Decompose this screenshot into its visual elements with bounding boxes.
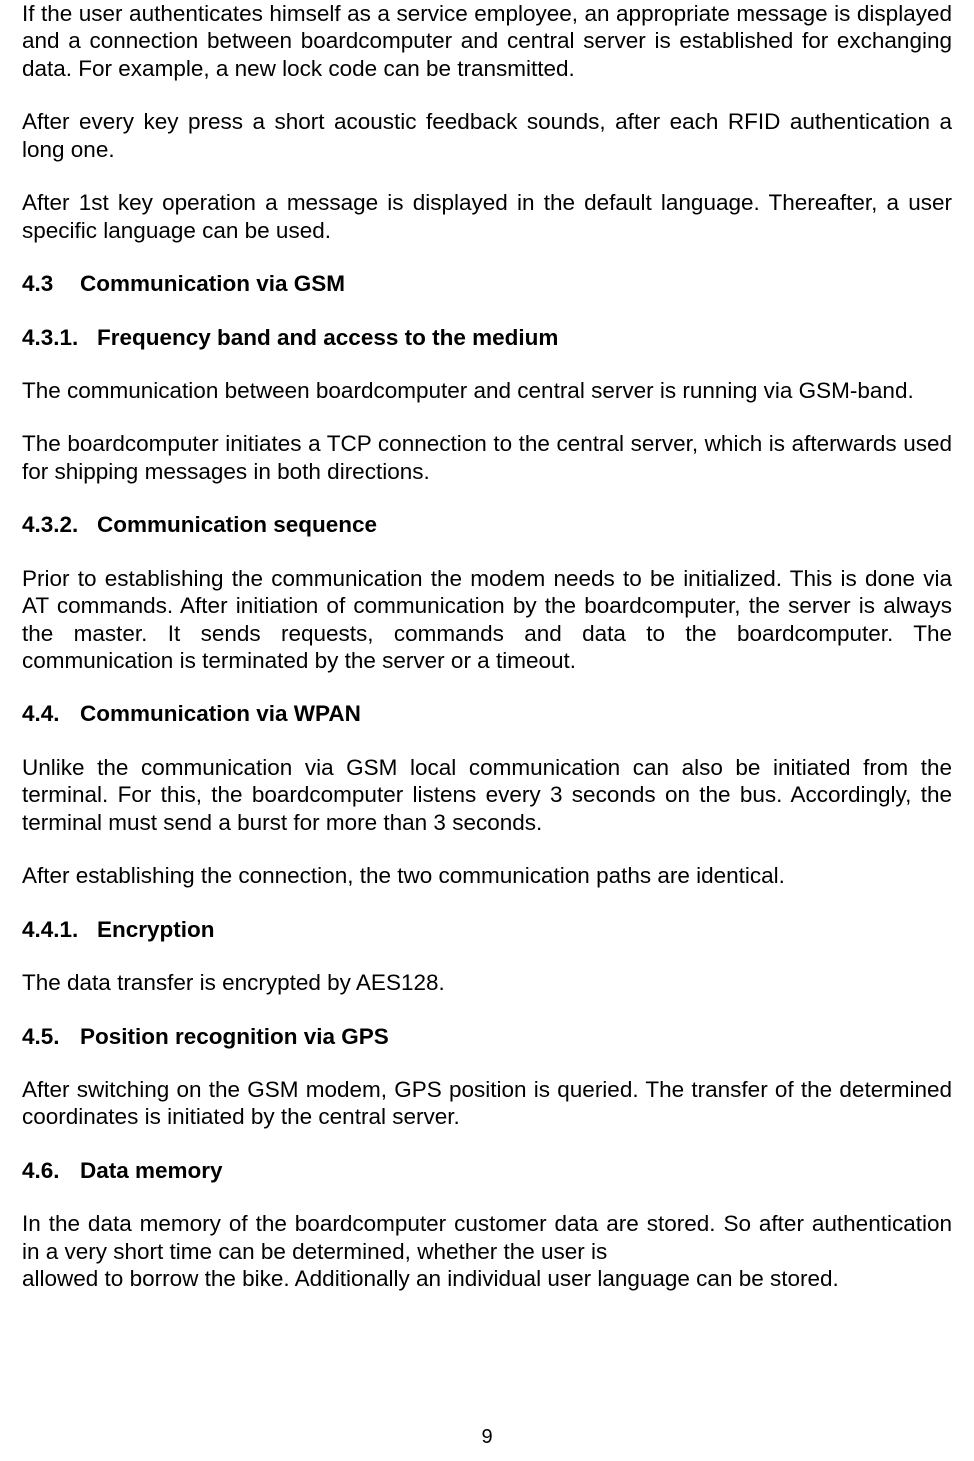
heading-number: 4.4.: [22, 700, 80, 727]
heading-text: Data memory: [80, 1158, 223, 1183]
body-paragraph: After 1st key operation a message is dis…: [22, 189, 952, 244]
heading-text: Communication via WPAN: [80, 701, 361, 726]
heading-number: 4.4.1.: [22, 916, 97, 943]
heading-4-6: 4.6.Data memory: [22, 1157, 952, 1184]
heading-text: Communication sequence: [97, 512, 377, 537]
text-line: allowed to borrow the bike. Additionally…: [22, 1266, 839, 1291]
heading-4-3-2: 4.3.2.Communication sequence: [22, 511, 952, 538]
body-paragraph: In the data memory of the boardcomputer …: [22, 1210, 952, 1292]
document-page: If the user authenticates himself as a s…: [0, 0, 974, 1461]
body-paragraph: The data transfer is encrypted by AES128…: [22, 969, 952, 996]
heading-text: Position recognition via GPS: [80, 1024, 389, 1049]
page-number: 9: [0, 1425, 974, 1449]
heading-text: Encryption: [97, 917, 215, 942]
heading-4-4: 4.4.Communication via WPAN: [22, 700, 952, 727]
body-paragraph: After establishing the connection, the t…: [22, 862, 952, 889]
text-line: In the data memory of the boardcomputer …: [22, 1211, 952, 1236]
body-paragraph: The boardcomputer initiates a TCP connec…: [22, 430, 952, 485]
body-paragraph: After switching on the GSM modem, GPS po…: [22, 1076, 952, 1131]
heading-number: 4.5.: [22, 1023, 80, 1050]
heading-4-3-1: 4.3.1.Frequency band and access to the m…: [22, 324, 952, 351]
heading-number: 4.3.2.: [22, 511, 97, 538]
body-paragraph: After every key press a short acoustic f…: [22, 108, 952, 163]
heading-number: 4.6.: [22, 1157, 80, 1184]
body-paragraph: If the user authenticates himself as a s…: [22, 0, 952, 82]
heading-4-3: 4.3Communication via GSM: [22, 270, 952, 297]
body-paragraph: Prior to establishing the communication …: [22, 565, 952, 675]
heading-4-4-1: 4.4.1.Encryption: [22, 916, 952, 943]
heading-number: 4.3: [22, 270, 80, 297]
heading-4-5: 4.5.Position recognition via GPS: [22, 1023, 952, 1050]
heading-number: 4.3.1.: [22, 324, 97, 351]
heading-text: Communication via GSM: [80, 271, 345, 296]
heading-text: Frequency band and access to the medium: [97, 325, 558, 350]
body-paragraph: The communication between boardcomputer …: [22, 377, 952, 404]
body-paragraph: Unlike the communication via GSM local c…: [22, 754, 952, 836]
text-line: in a very short time can be determined, …: [22, 1239, 607, 1264]
